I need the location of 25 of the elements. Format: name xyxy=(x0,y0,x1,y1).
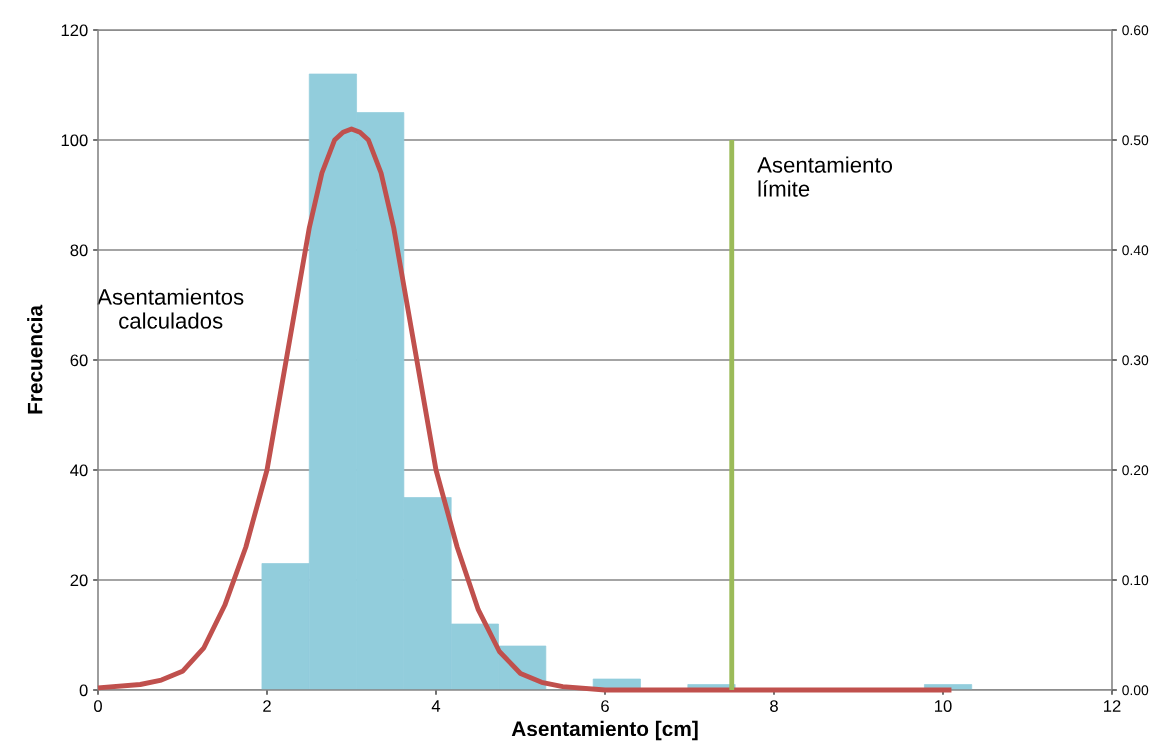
y2-tick-label: 0.30 xyxy=(1122,355,1149,366)
y-tick-label: 80 xyxy=(70,244,88,257)
x-axis-title: Asentamiento [cm] xyxy=(511,720,698,741)
y-tick-label: 60 xyxy=(70,354,88,367)
annotation: Asentamientos calculados xyxy=(97,288,244,329)
y-axis-title: Frecuencia xyxy=(27,304,43,414)
y-tick-label: 40 xyxy=(70,464,88,477)
y2-tick-label: 0.00 xyxy=(1122,685,1149,696)
y2-tick-label: 0.20 xyxy=(1122,465,1149,476)
y2-tick-label: 0.40 xyxy=(1122,245,1149,256)
y2-tick-label: 0.10 xyxy=(1122,575,1149,586)
x-tick-label: 12 xyxy=(1104,700,1121,712)
x-tick-label: 4 xyxy=(431,700,441,712)
x-tick-label: 8 xyxy=(770,700,778,712)
x-tick-label: 6 xyxy=(601,700,609,712)
y-tick-label: 120 xyxy=(61,24,88,37)
y2-tick-label: 0.50 xyxy=(1122,135,1149,146)
y-tick-label: 20 xyxy=(70,574,88,587)
y-tick-label: 0 xyxy=(79,684,88,697)
x-tick-label: 0 xyxy=(94,700,102,712)
annotation: Asentamiento límite xyxy=(757,156,893,197)
x-tick-label: 2 xyxy=(263,700,271,712)
y2-tick-label: 0.60 xyxy=(1122,25,1149,36)
x-tick-label: 10 xyxy=(935,700,952,712)
y-tick-label: 100 xyxy=(61,134,88,147)
